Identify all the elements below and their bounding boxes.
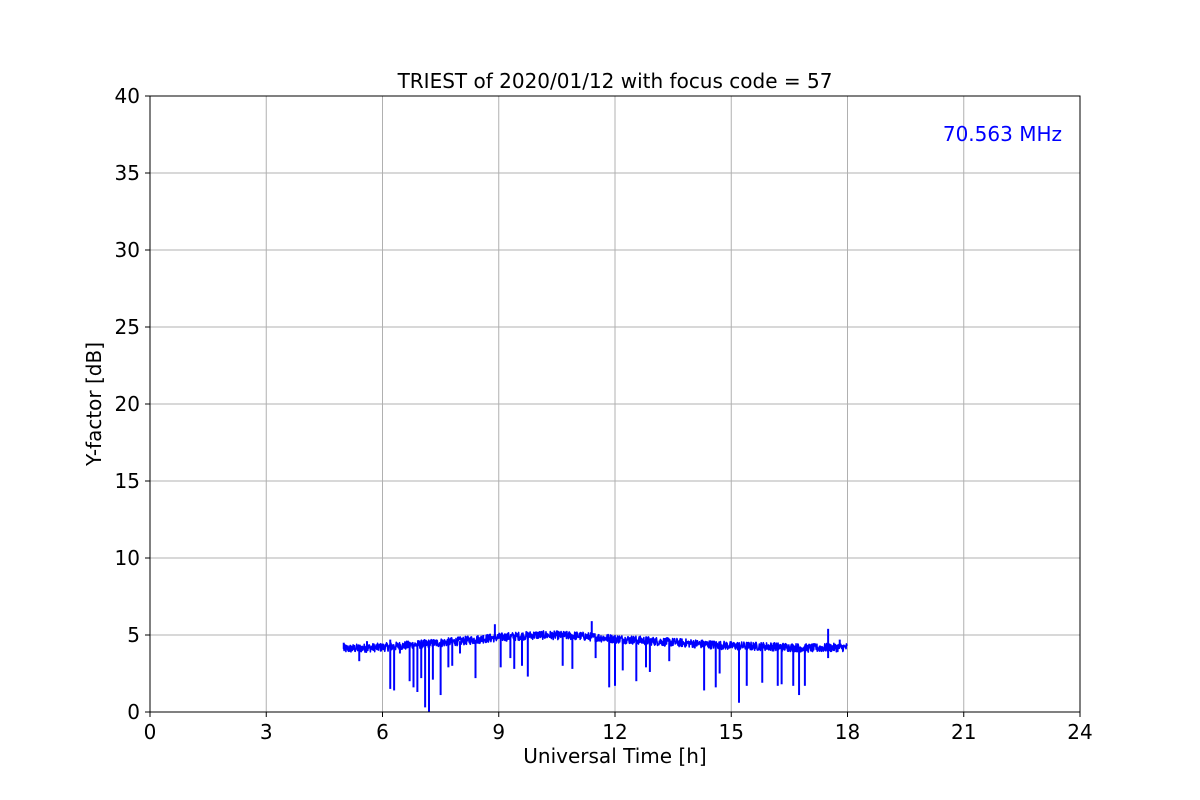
y-tick-label: 20 <box>115 392 140 416</box>
x-tick-label: 15 <box>719 720 744 744</box>
x-tick-label: 0 <box>144 720 157 744</box>
x-tick-label: 12 <box>602 720 627 744</box>
x-tick-label: 21 <box>951 720 976 744</box>
x-tick-label: 6 <box>376 720 389 744</box>
y-axis-label: Y-factor [dB] <box>82 342 106 467</box>
grid-lines <box>150 96 1080 712</box>
chart-title: TRIEST of 2020/01/12 with focus code = 5… <box>397 69 833 93</box>
y-tick-label: 10 <box>115 546 140 570</box>
frequency-annotation: 70.563 MHz <box>943 122 1062 146</box>
y-tick-label: 35 <box>115 161 140 185</box>
y-tick-label: 0 <box>127 700 140 724</box>
y-tick-label: 40 <box>115 84 140 108</box>
x-axis-label: Universal Time [h] <box>523 744 706 768</box>
data-series <box>342 621 848 712</box>
axis-ticks: 0 3 6 9 12 15 18 21 24 0 5 10 15 20 25 30 35 40 <box>115 84 1093 744</box>
x-tick-label: 18 <box>835 720 860 744</box>
y-tick-label: 30 <box>115 238 140 262</box>
x-tick-label: 24 <box>1067 720 1092 744</box>
y-tick-label: 15 <box>115 469 140 493</box>
y-tick-label: 5 <box>127 623 140 647</box>
y-tick-label: 25 <box>115 315 140 339</box>
x-tick-label: 3 <box>260 720 273 744</box>
x-tick-label: 9 <box>492 720 505 744</box>
